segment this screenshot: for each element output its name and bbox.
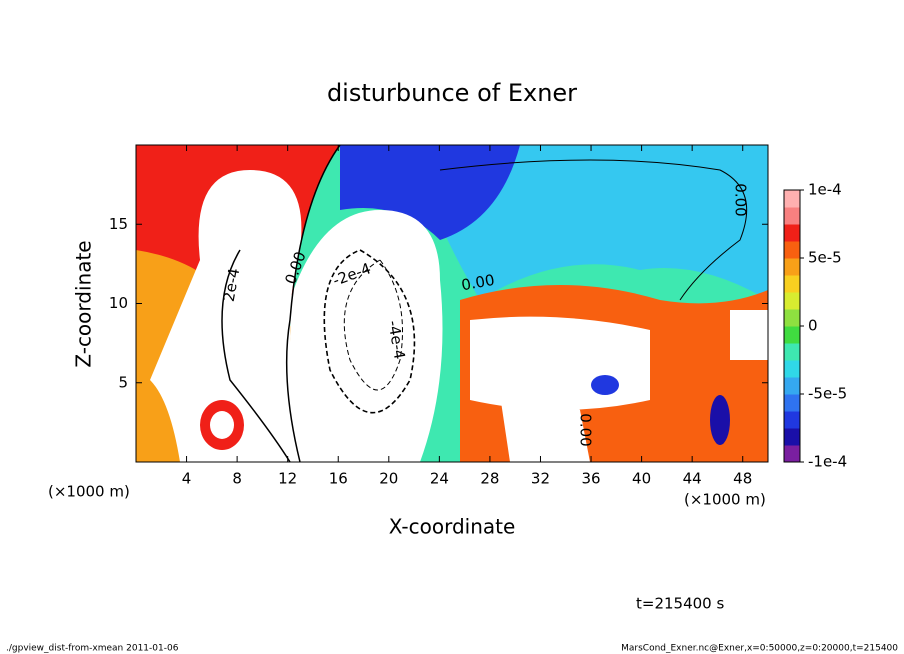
colorbar-tick-label: -1e-4 [808,453,847,471]
colorbar-swatch [784,326,800,344]
x-tick-label: 44 [683,470,702,488]
x-tick-label: 24 [430,470,449,488]
contour-label: 0.00 [732,183,750,216]
colorbar-swatch [784,411,800,429]
y-unit: (×1000 m) [684,491,766,509]
footer-right: MarsCond_Exner.nc@Exner,x=0:50000,z=0:20… [621,644,898,654]
footer-left: ./gpview_dist-from-xmean 2011-01-06 [6,644,179,654]
colorbar-swatch [784,292,800,310]
x-tick-label: 48 [733,470,752,488]
x-tick-label: 8 [232,470,242,488]
colorbar-swatch [784,343,800,361]
x-axis-label: X-coordinate [389,515,516,539]
x-tick-label: 20 [379,470,398,488]
y-tick-label: 10 [109,294,128,312]
y-tick-label: 15 [109,215,128,233]
chart-title: disturbunce of Exner [327,79,577,107]
x-tick-label: 40 [632,470,651,488]
colorbar-tick-label: 1e-4 [808,181,842,199]
colorbar-swatch [784,360,800,378]
x-tick-label: 36 [581,470,600,488]
contour-label: 0.00 [460,271,496,295]
colorbar-swatch [784,241,800,259]
colorbar-swatch [784,275,800,293]
colorbar-swatch [784,207,800,225]
y-tick-label: 5 [118,373,128,391]
colorbar-tick-label: 0 [808,317,818,335]
colorbar-swatch [784,428,800,446]
colorbar-swatch [784,190,800,208]
colorbar-tick-label: -5e-5 [808,385,847,403]
x-tick-label: 32 [531,470,550,488]
contour-field [136,145,768,462]
x-unit: (×1000 m) [48,483,130,501]
contour-label: 2e-4 [220,267,244,303]
x-tick-label: 16 [329,470,348,488]
contour-label: 0.00 [577,413,595,446]
y-axis-label: Z-coordinate [72,240,96,367]
x-tick-label: 4 [182,470,192,488]
colorbar-swatch [784,224,800,242]
colorbar-swatch [784,394,800,412]
colorbar-swatch [784,445,800,463]
colorbar-swatch [784,377,800,395]
colorbar-tick-label: 5e-5 [808,249,842,267]
annotation: t=215400 s [636,595,724,613]
colorbar-swatch [784,309,800,327]
x-tick-label: 12 [278,470,297,488]
colorbar-swatch [784,258,800,276]
x-tick-label: 28 [480,470,499,488]
